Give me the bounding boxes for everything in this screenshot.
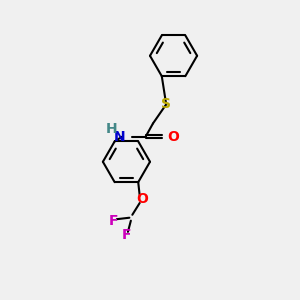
Text: N: N (113, 130, 125, 144)
Text: H: H (106, 122, 118, 136)
Text: O: O (137, 192, 148, 206)
Text: O: O (168, 130, 179, 144)
Text: S: S (161, 98, 171, 111)
Text: F: F (122, 228, 131, 242)
Text: F: F (108, 214, 118, 228)
